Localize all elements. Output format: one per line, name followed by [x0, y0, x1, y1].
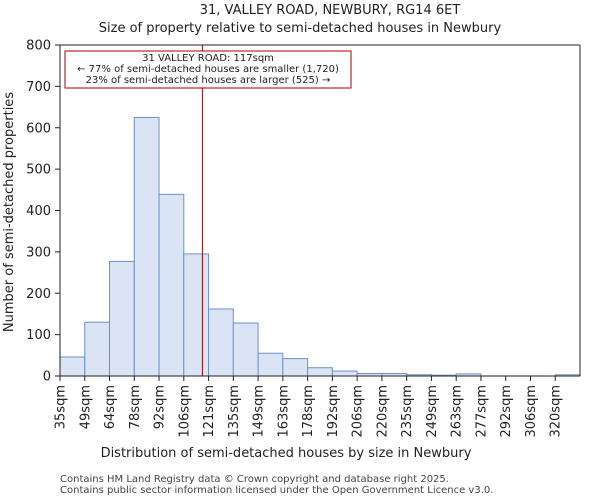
- footer-line-1: Contains HM Land Registry data © Crown c…: [60, 474, 449, 485]
- x-tick-label-178sqm: 178sqm: [301, 385, 316, 438]
- bar-135sqm: [232, 322, 259, 377]
- bar-121sqm: [208, 308, 234, 377]
- x-tick-label-35sqm: 35sqm: [54, 385, 69, 429]
- x-tick-label-235sqm: 235sqm: [400, 385, 415, 438]
- annotation-line-3: 23% of semi-detached houses are larger (…: [86, 75, 331, 86]
- annotation-line-2: ← 77% of semi-detached houses are smalle…: [77, 64, 339, 75]
- x-tick-label-292sqm: 292sqm: [499, 385, 514, 438]
- x-tick-label-277sqm: 277sqm: [474, 385, 489, 438]
- x-tick-label-249sqm: 249sqm: [425, 385, 440, 438]
- bar-78sqm: [133, 116, 160, 377]
- x-tick-label-121sqm: 121sqm: [202, 385, 217, 438]
- bar-35sqm: [59, 356, 86, 377]
- x-tick-label-149sqm: 149sqm: [252, 385, 267, 438]
- bar-192sqm: [331, 370, 358, 377]
- y-tick-label-400: 400: [26, 204, 51, 219]
- y-tick-label-300: 300: [26, 245, 51, 260]
- x-tick-label-206sqm: 206sqm: [351, 385, 366, 438]
- x-ticks-group: 35sqm 49sqm 64sqm 78sqm 92sqm 106sqm 121sqm 135…: [54, 376, 564, 438]
- chart-title: 31, VALLEY ROAD, NEWBURY, RG14 6ET: [200, 3, 461, 18]
- y-tick-label-100: 100: [26, 328, 51, 343]
- y-tick-label-800: 800: [26, 39, 51, 54]
- x-tick-label-192sqm: 192sqm: [326, 385, 341, 438]
- x-tick-label-306sqm: 306sqm: [524, 385, 539, 438]
- x-tick-label-64sqm: 64sqm: [103, 385, 118, 429]
- x-tick-label-135sqm: 135sqm: [227, 385, 242, 438]
- annotation-line-1: 31 VALLEY ROAD: 117sqm: [142, 53, 274, 64]
- bar-163sqm: [282, 358, 309, 377]
- annotation-frame: [64, 50, 352, 89]
- x-tick-label-320sqm: 320sqm: [549, 385, 564, 438]
- bar-106sqm: [183, 253, 210, 377]
- footer-line-2: Contains public sector information licen…: [60, 485, 493, 496]
- x-axis-label: Distribution of semi-detached houses by …: [101, 446, 472, 461]
- bar-149sqm: [257, 352, 284, 377]
- annotation-box: 31 VALLEY ROAD: 117sqm ← 77% of semi-det…: [64, 50, 352, 89]
- y-axis-label: Number of semi-detached properties: [2, 92, 17, 332]
- y-tick-label-0: 0: [43, 370, 51, 385]
- y-tick-label-700: 700: [26, 80, 51, 95]
- bar-92sqm: [158, 193, 185, 377]
- bar-64sqm: [109, 260, 135, 377]
- y-tick-label-200: 200: [26, 287, 51, 302]
- bar-178sqm: [307, 367, 333, 377]
- y-tick-label-500: 500: [26, 163, 51, 178]
- x-tick-label-163sqm: 163sqm: [276, 385, 291, 438]
- x-tick-label-106sqm: 106sqm: [177, 385, 192, 438]
- bar-49sqm: [84, 321, 111, 377]
- x-tick-label-49sqm: 49sqm: [78, 385, 93, 429]
- y-ticks-group: 0 100 200 300 400 500 600 700 800: [26, 39, 60, 385]
- chart-subtitle: Size of property relative to semi-detach…: [99, 21, 502, 36]
- x-tick-label-78sqm: 78sqm: [128, 385, 143, 429]
- y-tick-label-600: 600: [26, 121, 51, 136]
- x-tick-label-220sqm: 220sqm: [375, 385, 390, 438]
- bars-group: [59, 116, 581, 377]
- x-tick-label-92sqm: 92sqm: [153, 385, 168, 429]
- x-tick-label-263sqm: 263sqm: [450, 385, 465, 438]
